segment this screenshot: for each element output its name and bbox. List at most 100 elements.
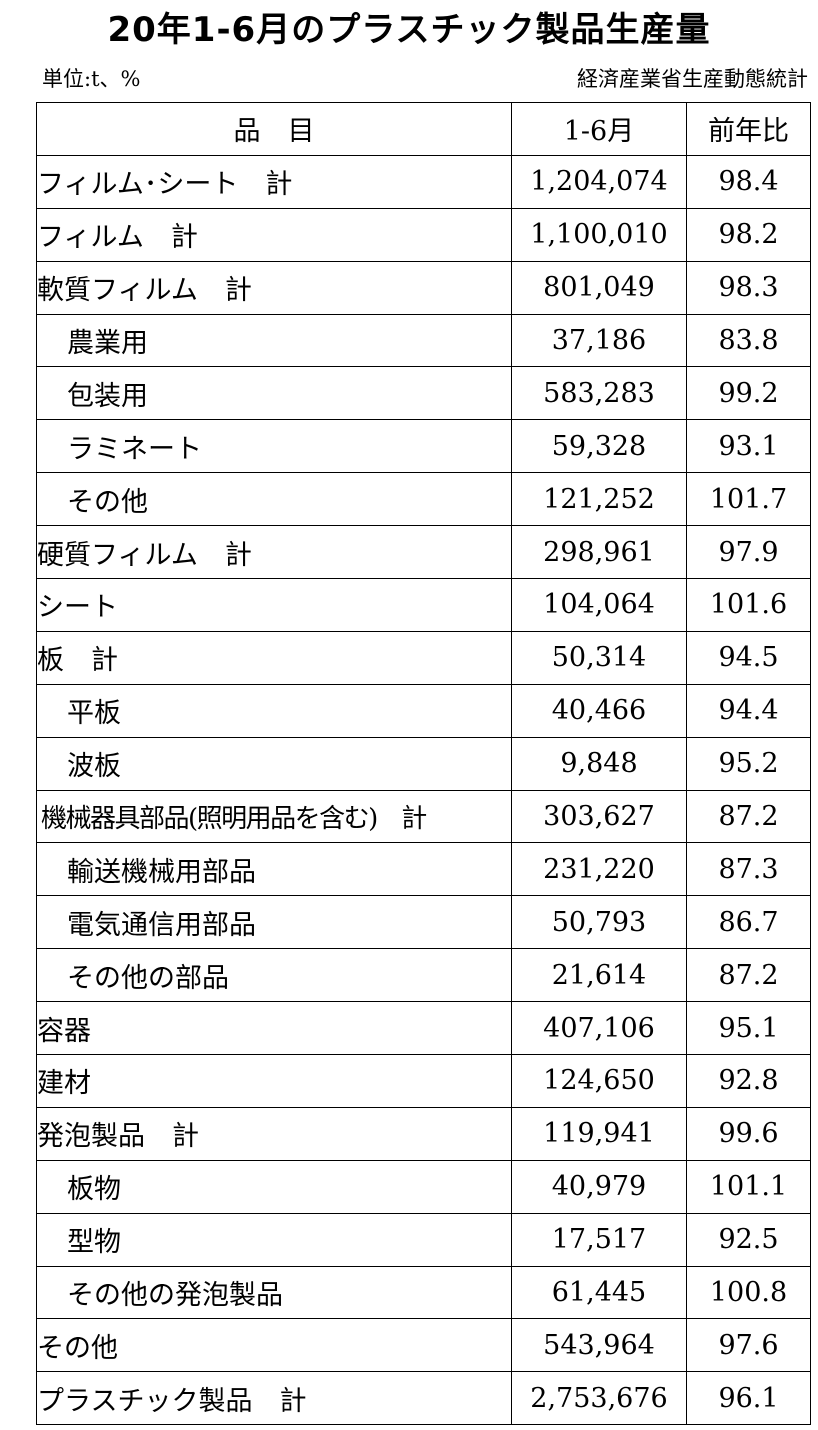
row-yoy-ratio: 86.7	[686, 895, 811, 950]
row-yoy-ratio: 95.1	[686, 1001, 811, 1056]
table-row: 電気通信用部品 50,793 86.7	[36, 895, 811, 950]
row-production-value: 2,753,676	[511, 1371, 687, 1426]
row-production-value: 1,100,010	[511, 207, 687, 262]
row-production-value: 1,204,074	[511, 154, 687, 209]
production-table: 品 目 1-6月 前年比 フィルム･シート 計 1,204,074 98.4 フィルム…	[36, 102, 811, 1426]
row-item-name: フィルム･シート 計	[36, 154, 512, 209]
row-production-value: 40,979	[511, 1159, 687, 1214]
row-item-name: フィルム 計	[36, 207, 512, 262]
row-item-name: プラスチック製品 計	[36, 1371, 512, 1426]
table-row: 軟質フィルム 計 801,049 98.3	[36, 260, 811, 315]
row-production-value: 407,106	[511, 1001, 687, 1056]
row-yoy-ratio: 83.8	[686, 313, 811, 368]
table-row: 板物 40,979 101.1	[36, 1159, 811, 1214]
row-item-name: 発泡製品 計	[36, 1106, 512, 1161]
table-row: フィルム 計 1,100,010 98.2	[36, 207, 811, 262]
row-yoy-ratio: 99.2	[686, 366, 811, 421]
row-item-name: その他の部品	[36, 948, 512, 1003]
table-header-row: 品 目 1-6月 前年比	[36, 102, 811, 156]
table-row: その他 121,252 101.7	[36, 472, 811, 527]
row-production-value: 21,614	[511, 948, 687, 1003]
table-row: 容器 407,106 95.1	[36, 1001, 811, 1056]
row-production-value: 50,314	[511, 630, 687, 685]
table-row: プラスチック製品 計 2,753,676 96.1	[36, 1371, 811, 1426]
row-yoy-ratio: 95.2	[686, 736, 811, 791]
row-production-value: 583,283	[511, 366, 687, 421]
row-production-value: 801,049	[511, 260, 687, 315]
row-yoy-ratio: 100.8	[686, 1265, 811, 1320]
row-production-value: 50,793	[511, 895, 687, 950]
row-item-name: 機械器具部品(照明用品を含む) 計	[36, 789, 512, 844]
table-row: 硬質フィルム 計 298,961 97.9	[36, 525, 811, 580]
row-production-value: 61,445	[511, 1265, 687, 1320]
row-item-name: 容器	[36, 1001, 512, 1056]
table-row: 機械器具部品(照明用品を含む) 計 303,627 87.2	[36, 789, 811, 844]
row-yoy-ratio: 87.2	[686, 948, 811, 1003]
table-row: 建材 124,650 92.8	[36, 1054, 811, 1108]
row-production-value: 37,186	[511, 313, 687, 368]
table-row: その他 543,964 97.6	[36, 1318, 811, 1373]
row-item-name: 軟質フィルム 計	[36, 260, 512, 315]
row-item-name: その他	[36, 472, 512, 527]
row-item-name: ラミネート	[36, 419, 512, 474]
row-yoy-ratio: 98.4	[686, 154, 811, 209]
table-row: ラミネート 59,328 93.1	[36, 419, 811, 474]
row-yoy-ratio: 87.3	[686, 842, 811, 897]
row-production-value: 231,220	[511, 842, 687, 897]
row-item-name: シート	[36, 578, 512, 632]
row-item-name: その他の発泡製品	[36, 1265, 512, 1320]
row-yoy-ratio: 96.1	[686, 1371, 811, 1426]
row-production-value: 59,328	[511, 419, 687, 474]
row-item-name: 電気通信用部品	[36, 895, 512, 950]
row-yoy-ratio: 94.4	[686, 683, 811, 738]
table-row: 農業用 37,186 83.8	[36, 313, 811, 368]
table-row: 板 計 50,314 94.5	[36, 630, 811, 685]
table-row: 波板 9,848 95.2	[36, 736, 811, 791]
unit-label: 単位:t、%	[42, 67, 141, 91]
row-item-name: 平板	[36, 683, 512, 738]
row-yoy-ratio: 101.6	[686, 578, 811, 632]
row-yoy-ratio: 98.3	[686, 260, 811, 315]
table-row: 平板 40,466 94.4	[36, 683, 811, 738]
row-yoy-ratio: 97.9	[686, 525, 811, 580]
row-item-name: 硬質フィルム 計	[36, 525, 512, 580]
row-item-name: 農業用	[36, 313, 512, 368]
row-production-value: 121,252	[511, 472, 687, 527]
row-item-name: 波板	[36, 736, 512, 791]
row-yoy-ratio: 101.1	[686, 1159, 811, 1214]
row-production-value: 9,848	[511, 736, 687, 791]
row-item-name: 板 計	[36, 630, 512, 685]
row-yoy-ratio: 101.7	[686, 472, 811, 527]
row-production-value: 298,961	[511, 525, 687, 580]
row-item-name: 板物	[36, 1159, 512, 1214]
row-production-value: 124,650	[511, 1054, 687, 1108]
row-production-value: 543,964	[511, 1318, 687, 1373]
row-yoy-ratio: 94.5	[686, 630, 811, 685]
row-yoy-ratio: 93.1	[686, 419, 811, 474]
row-production-value: 40,466	[511, 683, 687, 738]
table-row: シート 104,064 101.6	[36, 578, 811, 632]
table-row: フィルム･シート 計 1,204,074 98.4	[36, 154, 811, 209]
header-period: 1-6月	[511, 102, 687, 156]
row-yoy-ratio: 98.2	[686, 207, 811, 262]
row-yoy-ratio: 99.6	[686, 1106, 811, 1161]
table-row: 発泡製品 計 119,941 99.6	[36, 1106, 811, 1161]
row-production-value: 17,517	[511, 1212, 687, 1267]
row-production-value: 303,627	[511, 789, 687, 844]
row-item-name: 建材	[36, 1054, 512, 1108]
row-item-name: 輸送機械用部品	[36, 842, 512, 897]
table-row: その他の発泡製品 61,445 100.8	[36, 1265, 811, 1320]
row-production-value: 104,064	[511, 578, 687, 632]
table-row: 包装用 583,283 99.2	[36, 366, 811, 421]
row-yoy-ratio: 92.5	[686, 1212, 811, 1267]
row-item-name: 包装用	[36, 366, 512, 421]
page-title: 20年1-6月のプラスチック製品生産量	[107, 10, 711, 50]
row-yoy-ratio: 97.6	[686, 1318, 811, 1373]
row-yoy-ratio: 87.2	[686, 789, 811, 844]
row-item-name: 型物	[36, 1212, 512, 1267]
table-body: フィルム･シート 計 1,204,074 98.4 フィルム 計 1,100,010 98…	[36, 154, 811, 1426]
header-item: 品 目	[36, 102, 512, 156]
source-label: 経済産業省生産動態統計	[577, 67, 808, 91]
row-production-value: 119,941	[511, 1106, 687, 1161]
table-row: 輸送機械用部品 231,220 87.3	[36, 842, 811, 897]
